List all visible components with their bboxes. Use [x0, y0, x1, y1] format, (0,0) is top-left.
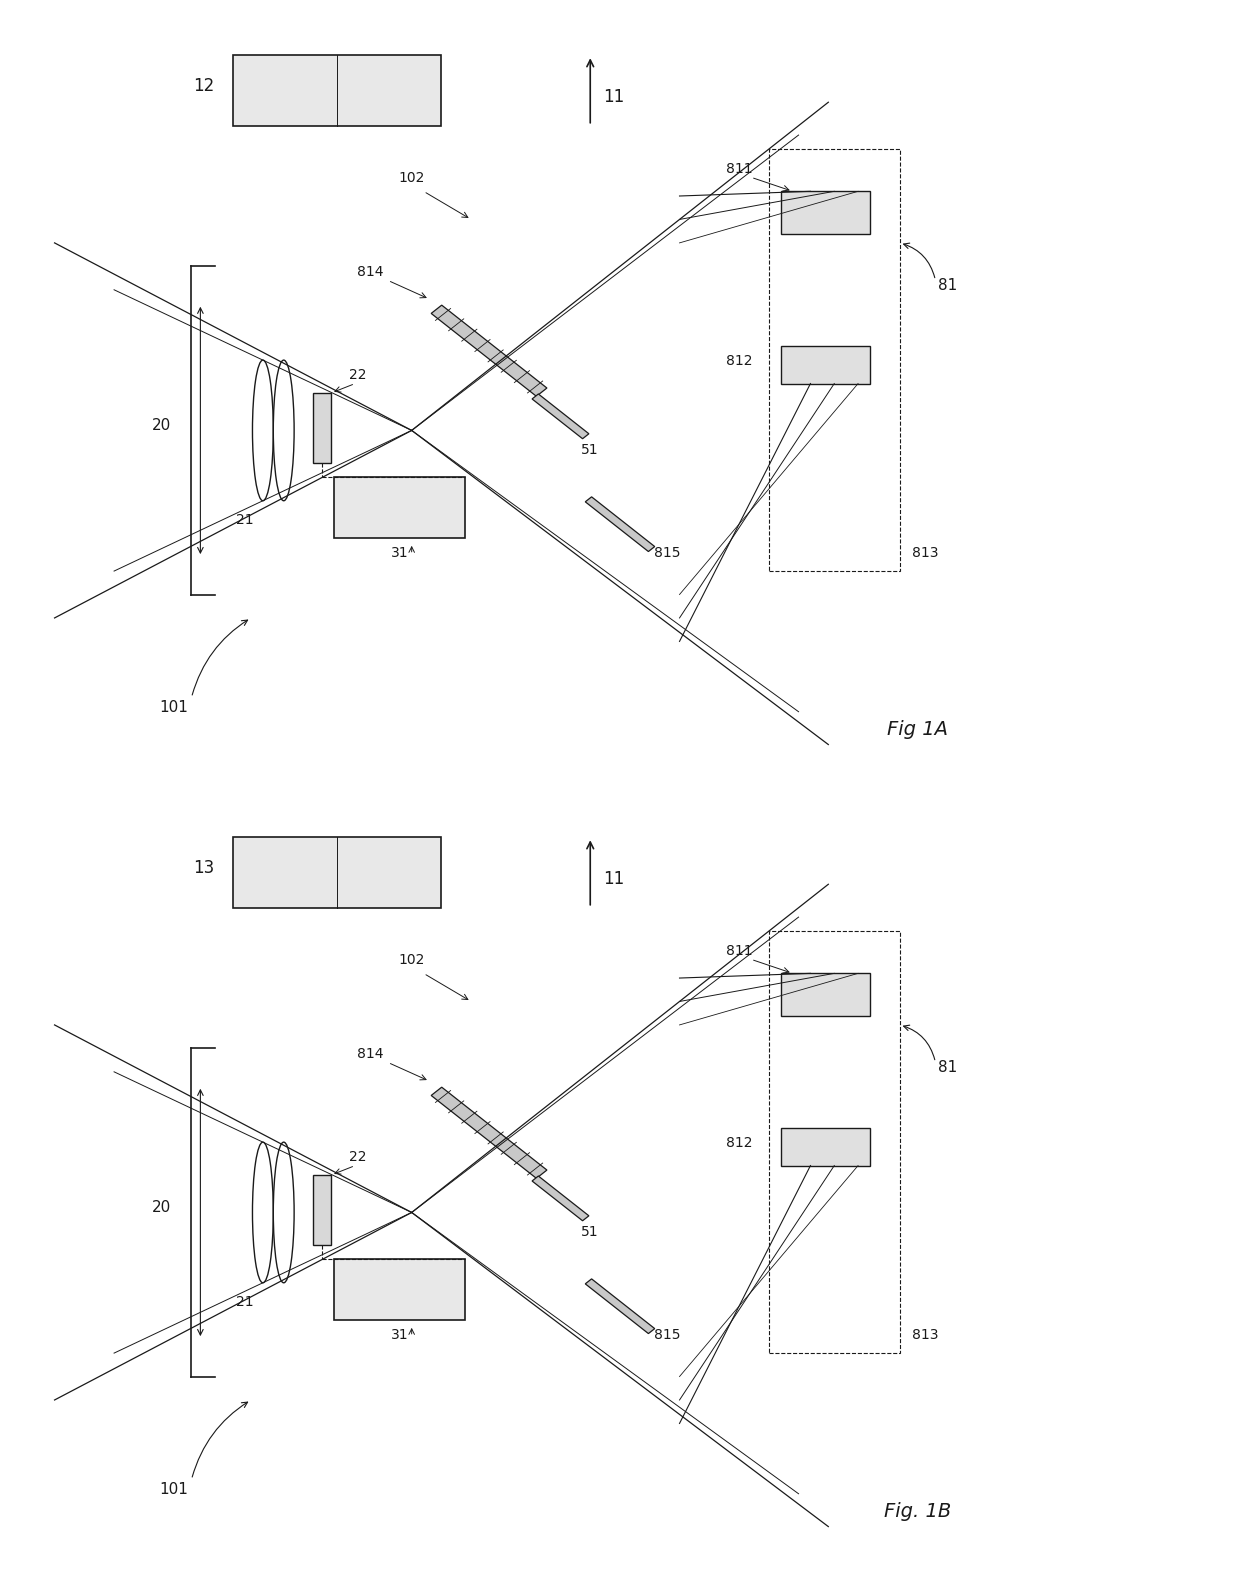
Text: 815: 815	[655, 546, 681, 560]
Bar	[314, 393, 331, 463]
Text: 81: 81	[937, 278, 957, 292]
Text: 21: 21	[236, 514, 254, 527]
Bar	[335, 1259, 465, 1320]
Polygon shape	[432, 305, 547, 396]
Text: 31: 31	[391, 1328, 409, 1342]
Bar	[335, 477, 465, 538]
Polygon shape	[532, 394, 589, 439]
Bar	[781, 192, 870, 233]
Text: 812: 812	[725, 1136, 753, 1149]
Text: 81: 81	[937, 1060, 957, 1074]
Bar	[233, 838, 441, 908]
Text: 21: 21	[236, 1296, 254, 1309]
Text: 12: 12	[192, 77, 215, 94]
Text: 11: 11	[604, 870, 625, 889]
Bar	[314, 1175, 331, 1245]
Text: 51: 51	[582, 1224, 599, 1238]
Text: 22: 22	[350, 367, 367, 381]
Text: Fig 1A: Fig 1A	[887, 720, 949, 739]
Text: 812: 812	[725, 354, 753, 367]
Text: 22: 22	[350, 1149, 367, 1163]
Text: 814: 814	[357, 265, 383, 279]
Text: 13: 13	[192, 859, 215, 876]
Bar	[233, 56, 441, 126]
Bar	[781, 346, 870, 383]
Text: 31: 31	[391, 546, 409, 560]
Text: 102: 102	[398, 171, 425, 185]
Text: 813: 813	[911, 1328, 939, 1342]
Text: 20: 20	[153, 1200, 171, 1216]
Polygon shape	[432, 1087, 547, 1178]
Bar	[781, 974, 870, 1015]
Text: 102: 102	[398, 953, 425, 967]
Polygon shape	[585, 1278, 655, 1334]
Text: 811: 811	[725, 161, 753, 176]
Text: 51: 51	[582, 442, 599, 456]
Text: Fig. 1B: Fig. 1B	[884, 1502, 951, 1521]
Text: 11: 11	[604, 88, 625, 107]
Polygon shape	[585, 496, 655, 552]
Bar	[781, 1128, 870, 1165]
Polygon shape	[532, 1176, 589, 1221]
Text: 811: 811	[725, 943, 753, 958]
Text: 20: 20	[153, 418, 171, 434]
Text: 101: 101	[159, 1481, 188, 1497]
Text: 813: 813	[911, 546, 939, 560]
Bar	[769, 148, 900, 571]
Text: 101: 101	[159, 699, 188, 715]
Text: 814: 814	[357, 1047, 383, 1061]
Bar	[769, 930, 900, 1353]
Text: 815: 815	[655, 1328, 681, 1342]
